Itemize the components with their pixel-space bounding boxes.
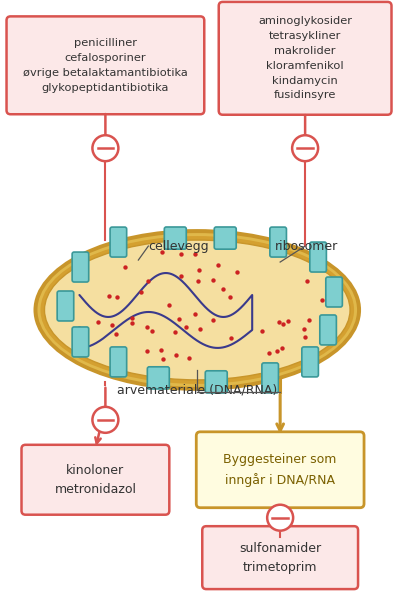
Point [144,323,150,332]
Circle shape [92,135,118,161]
Text: arvemateriale (DNA/RNA): arvemateriale (DNA/RNA) [117,384,277,397]
Point [210,316,216,325]
Text: ribosomer: ribosomer [275,239,339,252]
Text: aminoglykosider
tetrasykliner
makrolider
kloramfenikol
kindamycin
fusidinsyre: aminoglykosider tetrasykliner makrolider… [258,17,352,100]
Point [178,271,184,280]
Point [144,346,150,356]
Point [113,293,120,302]
Point [301,324,308,334]
Point [227,292,233,301]
FancyBboxPatch shape [196,432,364,508]
Point [279,343,286,353]
Point [192,310,198,319]
FancyBboxPatch shape [57,291,74,321]
Point [121,262,128,271]
Point [182,322,189,332]
Point [129,314,135,323]
FancyBboxPatch shape [205,371,227,393]
Circle shape [92,407,118,433]
Text: penicilliner
cefalosporiner
øvrige betalaktamantibiotika
glykopeptidantibiotika: penicilliner cefalosporiner øvrige betal… [23,38,188,93]
Point [195,276,201,285]
Point [172,327,178,337]
Text: cellevegg: cellevegg [149,239,209,252]
Point [138,288,145,297]
Point [196,265,202,275]
Point [166,300,172,310]
Point [83,330,89,339]
Point [157,345,164,355]
Point [306,315,312,324]
Point [149,326,156,336]
FancyBboxPatch shape [219,2,391,115]
FancyBboxPatch shape [214,227,236,249]
Text: kinoloner
metronidazol: kinoloner metronidazol [55,464,136,496]
Point [285,316,292,326]
FancyBboxPatch shape [262,363,278,393]
Point [210,275,216,284]
Point [276,317,282,326]
Circle shape [292,135,318,161]
Point [220,284,226,294]
Point [274,346,280,355]
Ellipse shape [38,233,357,387]
FancyBboxPatch shape [326,277,342,307]
Point [160,355,166,364]
FancyBboxPatch shape [110,227,127,257]
Ellipse shape [40,236,354,384]
Point [176,314,182,323]
Point [178,249,184,258]
Point [280,320,286,329]
Point [186,353,192,362]
Point [105,291,112,301]
Point [197,324,203,334]
Point [304,276,310,285]
Point [234,267,240,277]
FancyBboxPatch shape [202,526,358,589]
Point [319,295,325,304]
Point [113,329,120,339]
Point [75,323,82,332]
Point [302,333,308,342]
FancyBboxPatch shape [310,242,326,272]
Ellipse shape [34,229,361,391]
Point [228,333,234,343]
FancyBboxPatch shape [110,347,127,377]
Text: sulfonamider
trimetoprim: sulfonamider trimetoprim [239,541,321,574]
FancyBboxPatch shape [147,367,169,389]
Point [95,317,101,326]
FancyBboxPatch shape [72,327,89,357]
FancyBboxPatch shape [320,315,337,345]
FancyBboxPatch shape [21,445,169,515]
FancyBboxPatch shape [72,252,89,282]
FancyBboxPatch shape [302,347,318,377]
Point [259,326,265,336]
Point [265,348,272,358]
Point [158,248,165,257]
Point [173,350,180,360]
Point [214,261,221,270]
FancyBboxPatch shape [164,227,186,249]
FancyBboxPatch shape [7,17,204,114]
Point [192,249,198,259]
Circle shape [267,505,293,531]
FancyBboxPatch shape [270,227,286,257]
Point [129,319,135,328]
Point [109,321,115,330]
Point [145,276,151,285]
Ellipse shape [45,240,350,380]
Text: Byggesteiner som
inngår i DNA/RNA: Byggesteiner som inngår i DNA/RNA [224,453,337,486]
